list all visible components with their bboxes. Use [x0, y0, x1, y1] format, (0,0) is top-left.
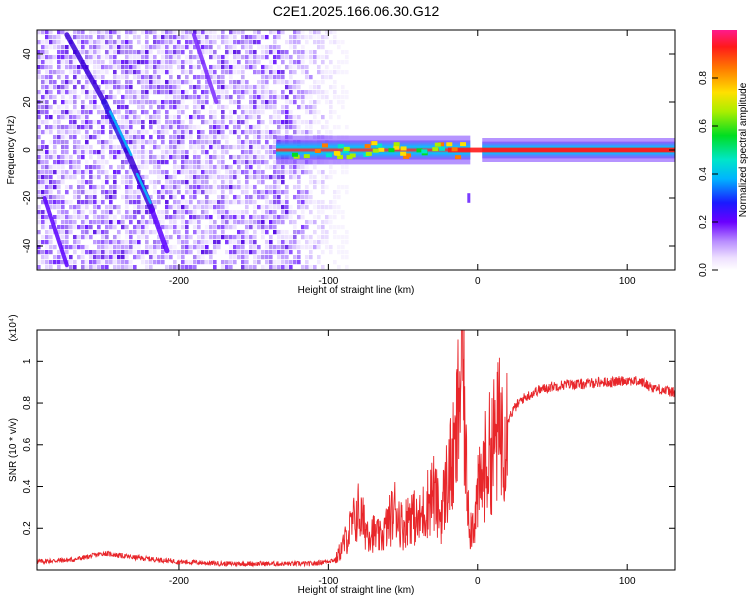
spectrogram-y-tick-label-0: -40 [22, 238, 33, 253]
colorbar: 0.0 0.2 0.4 0.6 0.8 Normalized spectral ampl… [698, 30, 749, 277]
snr-y-tick-label-0: 0.2 [22, 521, 33, 535]
spectrogram-x-tick-label-1: -100 [318, 276, 338, 287]
snr-y-label: SNR (10 * v/v) [8, 418, 19, 482]
spectrogram-y-label: Frequency (Hz) [6, 116, 17, 185]
snr-y-tick-label-1: 0.4 [22, 479, 33, 493]
figure-title: C2E1.2025.166.06.30.G12 [273, 3, 440, 19]
snr-x-tick-label-0: -200 [169, 576, 189, 587]
snr-x-ticks: -200 -100 0 100 [169, 330, 636, 587]
snr-x-label: Height of straight line (km) [298, 585, 415, 596]
snr-x-tick-label-3: 100 [619, 576, 636, 587]
snr-y-ticks: 0.2 0.4 0.6 0.8 1 [22, 358, 675, 535]
spectrogram-x-ticks: -200 -100 0 100 [169, 30, 636, 287]
spectrogram-x-tick-label-2: 0 [475, 276, 481, 287]
colorbar-label: Normalized spectral amplitude [738, 82, 749, 217]
snr-x-tick-label-1: -100 [318, 576, 338, 587]
spectrogram-band [276, 135, 675, 203]
spectrogram-x-tick-label-0: -200 [169, 276, 189, 287]
snr-line [37, 330, 675, 568]
colorbar-ticks: 0.0 0.2 0.4 0.6 0.8 [698, 71, 718, 277]
snr-scale-note: (x10⁴) [8, 314, 19, 341]
snr-series [37, 330, 675, 568]
spectrogram-texture [37, 30, 349, 270]
spectrogram-y-tick-label-2: 0 [22, 147, 33, 153]
spectrogram-y-tick-label-4: 40 [22, 48, 33, 60]
colorbar-tick-label-0: 0.0 [698, 263, 709, 277]
colorbar-tick-label-3: 0.6 [698, 119, 709, 133]
spectrogram-x-tick-label-3: 100 [619, 276, 636, 287]
snr-y-tick-label-3: 0.8 [22, 396, 33, 410]
snr-frame [36, 329, 676, 571]
colorbar-tick-label-4: 0.8 [698, 71, 709, 85]
spectrogram-x-label: Height of straight line (km) [298, 285, 415, 296]
snr-y-tick-label-2: 0.6 [22, 437, 33, 451]
snr-panel: -200 -100 0 100 0.2 0.4 0.6 0.8 1 Height of str… [8, 314, 676, 596]
snr-x-tick-label-2: 0 [475, 576, 481, 587]
snr-y-tick-label-4: 1 [22, 358, 33, 364]
colorbar-tick-label-2: 0.4 [698, 167, 709, 181]
colorbar-gradient [712, 30, 737, 270]
spectrogram-y-ticks: -40 -20 0 20 40 [22, 48, 675, 253]
spectrogram-y-tick-label-1: -20 [22, 190, 33, 205]
spectrogram-y-tick-label-3: 20 [22, 96, 33, 108]
colorbar-tick-label-1: 0.2 [698, 215, 709, 229]
